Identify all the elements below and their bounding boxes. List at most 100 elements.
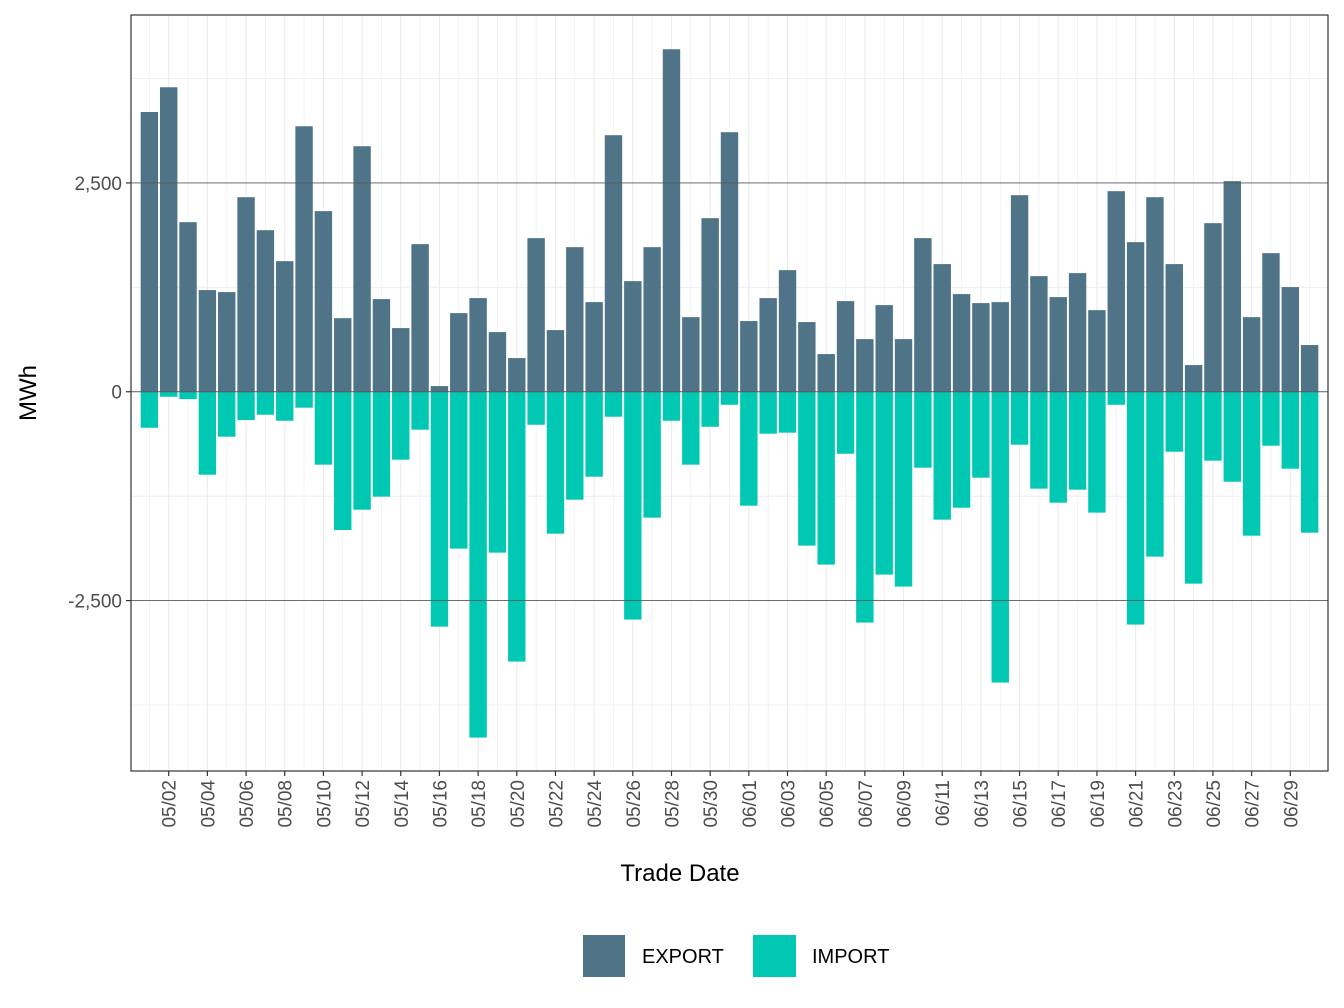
bar-import-05-18 <box>469 391 487 738</box>
bar-import-05-29 <box>682 391 700 465</box>
bar-import-06-29 <box>1281 391 1299 469</box>
bar-import-05-05 <box>218 391 236 437</box>
x-tick-label: 06/13 <box>972 780 993 828</box>
bar-export-05-05 <box>218 292 236 392</box>
bar-export-05-29 <box>682 317 700 392</box>
x-tick-label: 06/21 <box>1127 780 1148 828</box>
bar-export-06-06 <box>836 301 855 392</box>
bar-export-05-01 <box>140 111 159 392</box>
bar-import-05-03 <box>179 391 197 400</box>
bar-import-05-06 <box>237 391 255 421</box>
bar-import-06-18 <box>1068 391 1087 490</box>
x-axis-title: Trade Date <box>620 860 739 887</box>
bar-export-06-22 <box>1146 197 1164 392</box>
bar-import-06-02 <box>759 391 777 434</box>
bar-export-06-28 <box>1262 253 1280 392</box>
bar-export-05-10 <box>314 211 333 392</box>
bar-export-06-13 <box>972 303 990 392</box>
x-tick-label: 05/04 <box>198 780 219 828</box>
bar-import-05-08 <box>276 391 294 421</box>
bar-export-05-19 <box>488 332 507 392</box>
x-tick-label: 06/15 <box>1011 780 1032 828</box>
legend-label-import: IMPORT <box>812 946 889 968</box>
bar-export-06-05 <box>817 354 835 392</box>
x-tick-label: 05/28 <box>662 780 683 828</box>
bar-import-06-07 <box>856 391 874 623</box>
x-tick-label: 05/14 <box>392 780 413 828</box>
bar-import-06-19 <box>1088 391 1106 513</box>
bar-export-05-17 <box>450 313 468 392</box>
x-tick-label: 06/05 <box>817 780 838 828</box>
bar-export-06-25 <box>1204 223 1222 392</box>
bar-export-06-16 <box>1030 276 1048 392</box>
bar-export-05-23 <box>566 247 584 392</box>
bar-export-05-14 <box>392 328 410 392</box>
bar-export-05-30 <box>701 218 719 392</box>
y-tick-label: 2,500 <box>74 174 122 195</box>
x-tick-label: 05/08 <box>276 780 297 828</box>
bar-import-06-04 <box>798 391 816 546</box>
bar-import-05-24 <box>585 391 603 477</box>
bar-export-06-11 <box>933 264 951 392</box>
x-tick-label: 06/01 <box>740 780 761 828</box>
bar-import-06-30 <box>1300 391 1319 533</box>
bar-import-05-21 <box>527 391 545 425</box>
bar-export-05-31 <box>720 132 739 392</box>
bar-export-06-03 <box>778 270 797 392</box>
bar-export-05-13 <box>372 299 391 392</box>
bar-export-05-06 <box>237 197 255 392</box>
y-axis-title: MWh <box>15 365 42 421</box>
bar-import-06-23 <box>1165 391 1183 452</box>
bar-import-05-26 <box>624 391 642 620</box>
x-tick-label: 05/22 <box>546 780 567 828</box>
bar-export-05-26 <box>624 281 642 392</box>
bar-import-06-16 <box>1030 391 1048 489</box>
bar-export-06-27 <box>1242 317 1261 392</box>
bar-export-06-30 <box>1300 345 1319 392</box>
bar-import-05-14 <box>392 391 410 460</box>
bar-import-05-31 <box>720 391 739 405</box>
bar-import-05-13 <box>372 391 391 497</box>
bar-export-06-29 <box>1281 287 1299 392</box>
bar-export-05-21 <box>527 238 545 392</box>
bar-import-06-05 <box>817 391 835 565</box>
bar-export-05-20 <box>508 358 526 392</box>
bar-export-05-12 <box>353 146 371 392</box>
y-tick-label: 0 <box>111 383 122 404</box>
panel-border <box>130 14 1329 772</box>
bar-import-05-20 <box>508 391 526 662</box>
bar-import-05-28 <box>662 391 681 421</box>
x-tick-label: 05/02 <box>160 780 181 828</box>
bar-import-05-17 <box>450 391 468 549</box>
bar-export-05-24 <box>585 302 603 392</box>
bar-export-05-25 <box>604 135 623 392</box>
bar-import-06-20 <box>1107 391 1125 405</box>
bar-export-05-03 <box>179 222 197 392</box>
x-tick-label: 06/03 <box>779 780 800 828</box>
x-tick-label: 05/30 <box>701 780 722 828</box>
bar-export-05-04 <box>198 290 217 392</box>
bar-export-06-17 <box>1049 297 1067 392</box>
legend-key-import <box>753 935 796 977</box>
bar-import-05-16 <box>430 391 449 627</box>
bar-import-05-15 <box>411 391 429 430</box>
bar-import-05-27 <box>643 391 661 518</box>
x-tick-label: 05/10 <box>314 780 335 828</box>
bar-export-05-08 <box>276 261 294 392</box>
x-tick-label: 06/19 <box>1088 780 1109 828</box>
bar-import-06-15 <box>1010 391 1029 445</box>
bar-import-05-30 <box>701 391 719 427</box>
bar-import-06-11 <box>933 391 951 520</box>
bar-export-06-10 <box>914 238 932 392</box>
bar-import-06-28 <box>1262 391 1280 446</box>
x-axis: 05/02 05/04 05/06 05/08 05/10 05/12 05/14 05/16… <box>160 771 1302 828</box>
bar-import-06-17 <box>1049 391 1067 503</box>
bar-import-06-21 <box>1126 391 1145 625</box>
x-tick-label: 06/09 <box>895 780 916 828</box>
bar-import-06-10 <box>914 391 932 468</box>
x-tick-label: 06/25 <box>1204 780 1225 828</box>
bar-export-06-14 <box>991 302 1009 392</box>
x-tick-label: 06/29 <box>1281 780 1302 828</box>
bar-export-05-09 <box>295 126 313 392</box>
bar-import-05-09 <box>295 391 313 408</box>
